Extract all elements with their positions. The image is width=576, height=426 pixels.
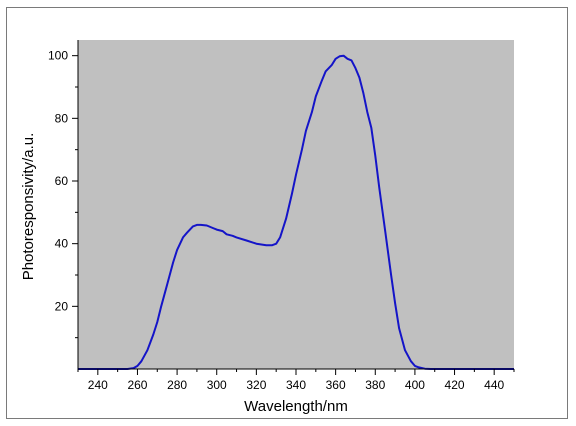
- x-tick-label: 300: [207, 378, 227, 392]
- x-tick-label: 360: [326, 378, 346, 392]
- plot-background: [78, 40, 514, 369]
- plot-area: 240 260 280 300 320 340 360 380 400 420 440 20 40 60 8…: [48, 40, 515, 392]
- x-tick-label: 440: [484, 378, 504, 392]
- y-tick-label: 20: [55, 299, 69, 313]
- y-tick-label: 100: [48, 49, 68, 63]
- y-tick-label: 60: [55, 174, 69, 188]
- x-axis-title: Wavelength/nm: [244, 398, 348, 415]
- x-tick-label: 420: [445, 378, 465, 392]
- x-tick-label: 280: [167, 378, 187, 392]
- x-tick-label: 380: [365, 378, 385, 392]
- x-tick-label: 340: [286, 378, 306, 392]
- y-tick-label: 40: [55, 237, 69, 251]
- y-tick-label: 80: [55, 111, 69, 125]
- x-tick-label: 260: [127, 378, 147, 392]
- y-axis-title: Photoresponsivity/a.u.: [20, 133, 37, 281]
- series-line-0: [78, 54, 514, 370]
- x-tick-label: 400: [405, 378, 425, 392]
- x-tick-label: 320: [246, 378, 266, 392]
- x-tick-label: 240: [88, 378, 108, 392]
